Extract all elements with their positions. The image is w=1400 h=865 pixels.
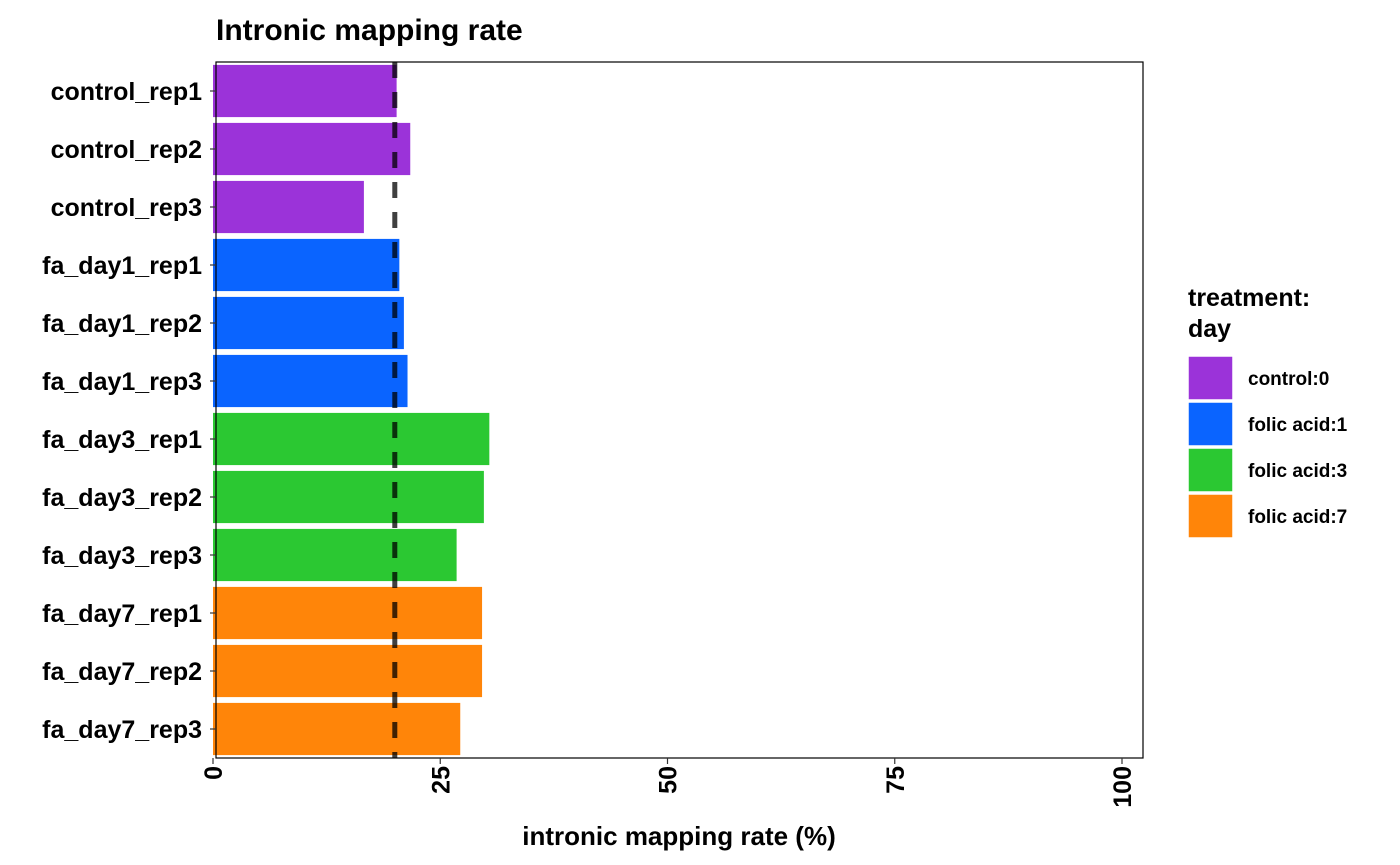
- bar-fa_day3_rep2: [213, 470, 484, 524]
- x-tick-label: 25: [427, 766, 455, 794]
- y-tick-label: fa_day3_rep1: [42, 426, 202, 454]
- x-axis: 0 25 50 75 100: [200, 758, 1137, 808]
- bar-fa_day7_rep3: [213, 702, 461, 756]
- legend: treatment: day control:0 folic acid:1 folic …: [1187, 284, 1348, 539]
- y-tick-label: fa_day1_rep1: [42, 252, 202, 280]
- y-tick-label: control_rep1: [51, 78, 203, 106]
- x-tick-label: 100: [1109, 766, 1137, 808]
- bar-fa_day7_rep1: [213, 586, 483, 640]
- bar-fa_day3_rep1: [213, 412, 490, 466]
- legend-key: [1187, 355, 1234, 401]
- y-tick-label: fa_day3_rep2: [42, 484, 202, 512]
- legend-label: folic acid:7: [1248, 507, 1347, 528]
- legend-key: [1187, 401, 1234, 447]
- y-tick-label: fa_day3_rep3: [42, 542, 202, 570]
- y-tick-label: fa_day1_rep2: [42, 310, 202, 338]
- panel-border: [215, 61, 1144, 759]
- legend-key: [1187, 447, 1234, 493]
- bar-fa_day1_rep1: [213, 238, 400, 292]
- bar-control_rep1: [213, 64, 397, 118]
- bar-control_rep3: [213, 180, 364, 234]
- x-tick-label: 0: [200, 766, 228, 780]
- legend-title: treatment:: [1188, 284, 1310, 312]
- chart-title: Intronic mapping rate: [216, 14, 523, 47]
- legend-label: folic acid:1: [1248, 415, 1348, 436]
- bar-fa_day1_rep3: [213, 354, 408, 408]
- legend-label: folic acid:3: [1248, 461, 1347, 482]
- y-tick-label: fa_day1_rep3: [42, 368, 202, 396]
- x-axis-title: intronic mapping rate (%): [522, 821, 835, 851]
- x-tick-label: 75: [882, 766, 910, 794]
- plot-panel: [213, 61, 1144, 759]
- bar-fa_day1_rep2: [213, 296, 404, 350]
- x-tick-label: 50: [655, 766, 683, 794]
- legend-key: [1187, 493, 1234, 539]
- bar-fa_day3_rep3: [213, 528, 457, 582]
- y-tick-label: control_rep3: [51, 194, 202, 222]
- y-tick-label: control_rep2: [51, 136, 202, 164]
- y-tick-label: fa_day7_rep2: [42, 658, 202, 686]
- legend-title: day: [1188, 315, 1231, 343]
- y-tick-label: fa_day7_rep1: [42, 600, 202, 628]
- legend-label: control:0: [1248, 369, 1329, 390]
- bar-control_rep2: [213, 122, 411, 176]
- bar-fa_day7_rep2: [213, 644, 483, 698]
- y-axis: control_rep1 control_rep2 control_rep3 fa_d…: [42, 78, 216, 744]
- y-tick-label: fa_day7_rep3: [42, 716, 202, 744]
